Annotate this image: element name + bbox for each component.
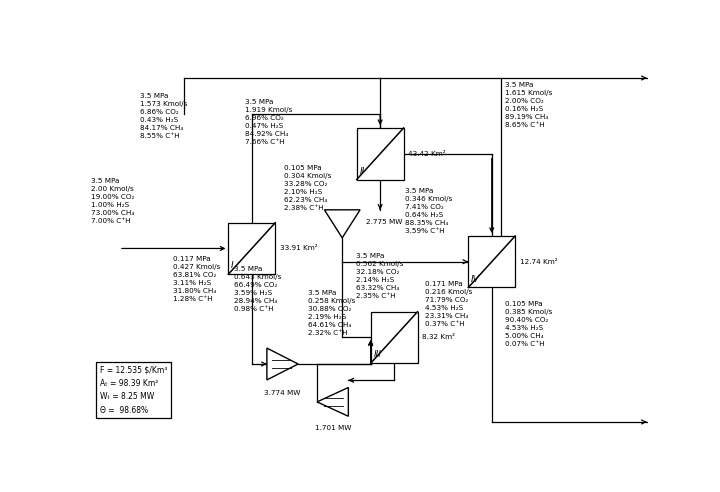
Text: 8.32 Km²: 8.32 Km² bbox=[422, 335, 455, 340]
Bar bbox=[468, 236, 516, 287]
Text: 0.105 MPa
0.385 Kmol/s
90.40% CO₂
4.53% H₂S
5.00% CH₄
0.07% C⁺H: 0.105 MPa 0.385 Kmol/s 90.40% CO₂ 4.53% … bbox=[505, 302, 552, 347]
Text: 0.105 MPa
0.304 Kmol/s
33.28% CO₂
2.10% H₂S
62.23% CH₄
2.38% C⁺H: 0.105 MPa 0.304 Kmol/s 33.28% CO₂ 2.10% … bbox=[284, 165, 331, 211]
Text: 3.5 MPa
0.346 Kmol/s
7.41% CO₂
0.64% H₂S
88.35% CH₄
3.59% C⁺H: 3.5 MPa 0.346 Kmol/s 7.41% CO₂ 0.64% H₂S… bbox=[405, 188, 453, 234]
Text: III: III bbox=[374, 350, 382, 360]
Text: 3.5 MPa
0.562 Kmol/s
32.18% CO₂
2.14% H₂S
63.32% CH₄
2.35% C⁺H: 3.5 MPa 0.562 Kmol/s 32.18% CO₂ 2.14% H₂… bbox=[356, 253, 403, 299]
Polygon shape bbox=[317, 388, 348, 416]
Text: 43.42 Km²: 43.42 Km² bbox=[408, 151, 446, 157]
Polygon shape bbox=[267, 348, 298, 380]
Text: 3.774 MW: 3.774 MW bbox=[264, 390, 301, 396]
Text: IV: IV bbox=[471, 275, 480, 284]
Text: 3.5 MPa
1.573 Kmol/s
6.86% CO₂
0.43% H₂S
84.17% CH₄
8.55% C⁺H: 3.5 MPa 1.573 Kmol/s 6.86% CO₂ 0.43% H₂S… bbox=[140, 93, 188, 139]
Polygon shape bbox=[324, 210, 360, 238]
Bar bbox=[228, 223, 275, 274]
Text: 0.171 MPa
0.216 Kmol/s
71.79% CO₂
4.53% H₂S
23.31% CH₄
0.37% C⁺H: 0.171 MPa 0.216 Kmol/s 71.79% CO₂ 4.53% … bbox=[425, 280, 472, 327]
Text: 2.775 MW: 2.775 MW bbox=[366, 219, 402, 225]
Text: 12.74 Km²: 12.74 Km² bbox=[520, 259, 557, 265]
Text: 3.5 MPa
2.00 Kmol/s
19.00% CO₂
1.00% H₂S
73.00% CH₄
7.00% C⁺H: 3.5 MPa 2.00 Kmol/s 19.00% CO₂ 1.00% H₂S… bbox=[91, 179, 135, 224]
Text: 3.5 MPa
1.919 Kmol/s
6.96% CO₂
0.47% H₂S
84.92% CH₄
7.66% C⁺H: 3.5 MPa 1.919 Kmol/s 6.96% CO₂ 0.47% H₂S… bbox=[245, 99, 292, 145]
Text: 3.5 MPa
1.615 Kmol/s
2.00% CO₂
0.16% H₂S
89.19% CH₄
8.65% C⁺H: 3.5 MPa 1.615 Kmol/s 2.00% CO₂ 0.16% H₂S… bbox=[505, 82, 552, 128]
Bar bbox=[371, 312, 418, 363]
Text: I: I bbox=[231, 261, 234, 271]
Bar bbox=[356, 128, 404, 180]
Text: II: II bbox=[359, 167, 365, 176]
Text: 0.117 MPa
0.427 Kmol/s
63.81% CO₂
3.11% H₂S
31.80% CH₄
1.28% C⁺H: 0.117 MPa 0.427 Kmol/s 63.81% CO₂ 3.11% … bbox=[173, 256, 220, 302]
Text: 3.5 MPa
0.258 Kmol/s
30.88% CO₂
2.19% H₂S
64.61% CH₄
2.32% C⁺H: 3.5 MPa 0.258 Kmol/s 30.88% CO₂ 2.19% H₂… bbox=[307, 290, 355, 336]
Text: 3.5 MPa
0.643 Kmol/s
66.49% CO₂
3.59% H₂S
28.94% CH₄
0.98% C⁺H: 3.5 MPa 0.643 Kmol/s 66.49% CO₂ 3.59% H₂… bbox=[234, 266, 282, 311]
Text: 1.701 MW: 1.701 MW bbox=[315, 426, 351, 431]
Text: 33.91 Km²: 33.91 Km² bbox=[279, 246, 318, 251]
Text: F = 12.535 $/Km³
Aₜ = 98.39 Km²
Wₜ = 8.25 MW
Θ =  98.68%: F = 12.535 $/Km³ Aₜ = 98.39 Km² Wₜ = 8.2… bbox=[100, 366, 168, 414]
